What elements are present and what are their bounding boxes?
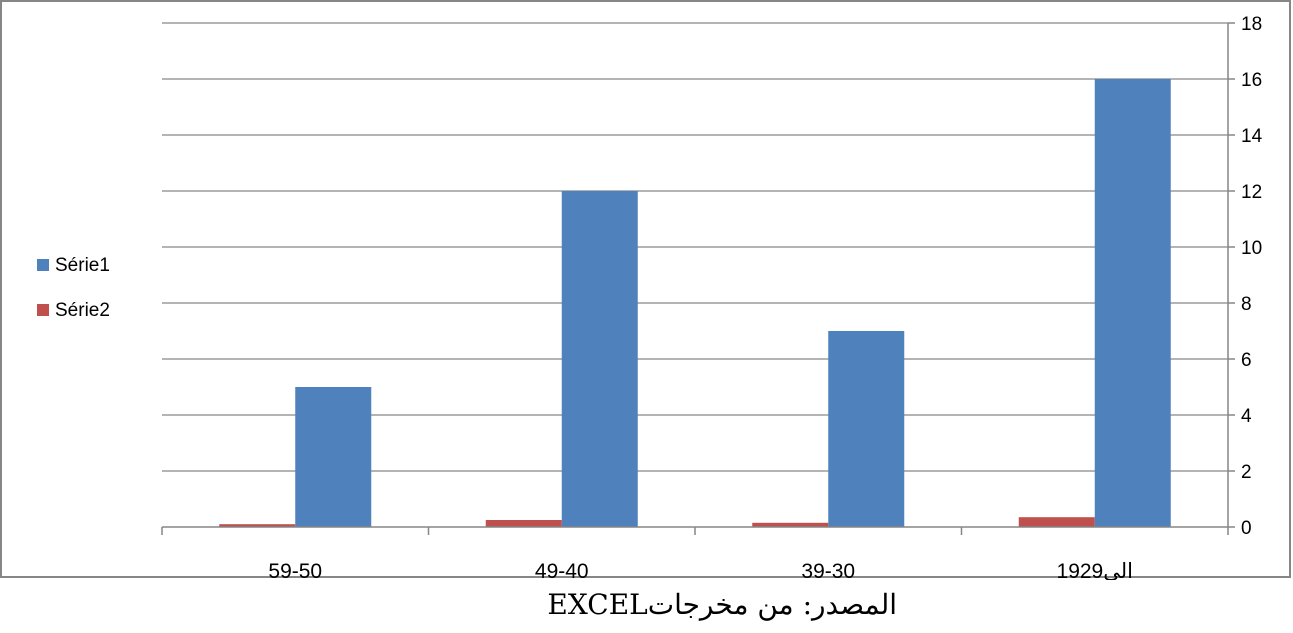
chart-border xyxy=(0,0,1291,578)
y-tick-label: 16 xyxy=(1241,70,1262,91)
bar-series1-2 xyxy=(561,191,638,527)
bar-series1-4 xyxy=(1094,79,1171,527)
bar-series2-4 xyxy=(1018,517,1095,527)
bar-series1-1 xyxy=(295,387,372,527)
axes: 0 2 4 6 8 10 12 14 16 18 59-50 49-40 39-30 19الى29 xyxy=(161,14,1263,580)
legend-swatch-series1 xyxy=(37,259,49,271)
source-note: المصدر: من مخرجاتEXCEL xyxy=(547,588,897,621)
chart-frame: 0 2 4 6 8 10 12 14 16 18 59-50 49-40 39-30 19الى29 Sé… xyxy=(0,0,1291,580)
bars xyxy=(219,79,1171,527)
legend: Série1 Série2 xyxy=(37,255,110,321)
bar-series1-3 xyxy=(828,331,905,527)
y-tick-label: 8 xyxy=(1241,294,1252,315)
legend-swatch-series2 xyxy=(37,304,49,316)
bar-series2-2 xyxy=(485,520,562,527)
legend-label-series1: Série1 xyxy=(55,255,110,276)
x-category-label: 49-40 xyxy=(535,560,589,580)
y-tick-label: 0 xyxy=(1241,518,1252,539)
x-category-label: 59-50 xyxy=(268,560,322,580)
y-tick-label: 18 xyxy=(1241,14,1262,35)
y-tick-label: 4 xyxy=(1241,406,1252,427)
bar-series2-1 xyxy=(219,524,296,527)
legend-label-series2: Série2 xyxy=(55,300,110,321)
x-category-label: 39-30 xyxy=(801,560,855,580)
bar-series2-3 xyxy=(752,522,829,527)
y-tick-label: 2 xyxy=(1241,462,1252,483)
y-tick-label: 12 xyxy=(1241,182,1262,203)
bar-chart: 0 2 4 6 8 10 12 14 16 18 59-50 49-40 39-30 19الى29 Sé… xyxy=(0,0,1291,580)
x-category-label: 19الى29 xyxy=(1057,560,1133,580)
y-tick-label: 14 xyxy=(1241,126,1263,147)
y-tick-label: 6 xyxy=(1241,350,1252,371)
y-tick-label: 10 xyxy=(1241,238,1262,259)
